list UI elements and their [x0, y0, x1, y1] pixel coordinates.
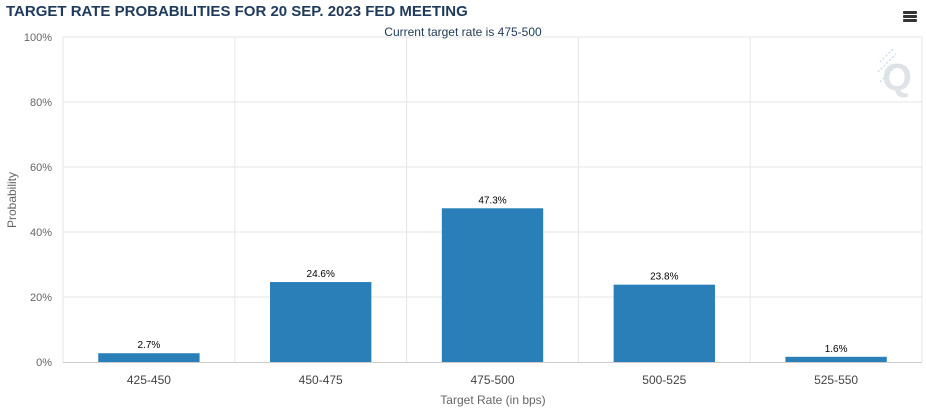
- x-tick-label: 475-500: [470, 373, 514, 387]
- chart-title: TARGET RATE PROBABILITIES FOR 20 SEP. 20…: [6, 3, 468, 20]
- x-tick-label: 500-525: [642, 373, 686, 387]
- bar-data-label: 24.6%: [307, 269, 335, 280]
- y-tick-label: 40%: [30, 227, 52, 239]
- y-tick-label: 20%: [30, 292, 52, 304]
- y-axis-title: Probability: [5, 172, 19, 228]
- y-tick-label: 80%: [30, 97, 52, 109]
- grid-lines: [62, 36, 923, 362]
- hamburger-menu-icon[interactable]: [901, 9, 919, 23]
- bar[interactable]: [785, 356, 887, 362]
- data-labels: 2.7% 24.6% 47.3% 23.8% 1.6%: [138, 195, 848, 355]
- x-tick-label: 425-450: [127, 373, 171, 387]
- x-axis-ticks: 425-450 450-475 475-500 500-525 525-550: [127, 373, 859, 387]
- x-axis-title: Target Rate (in bps): [440, 393, 545, 407]
- bar-data-label: 23.8%: [650, 272, 678, 283]
- y-tick-label: 60%: [30, 162, 52, 174]
- bar[interactable]: [441, 208, 544, 362]
- bar[interactable]: [270, 282, 372, 362]
- q-watermark-logo-icon: Q: [877, 47, 912, 99]
- bar-data-label: 47.3%: [478, 195, 506, 206]
- bar-data-label: 1.6%: [825, 344, 848, 355]
- bars: [98, 208, 887, 362]
- x-tick-label: 525-550: [814, 373, 858, 387]
- y-tick-label: 100%: [24, 32, 52, 44]
- bar[interactable]: [98, 353, 200, 362]
- y-axis-ticks: 0% 20% 40% 60% 80% 100%: [24, 32, 52, 369]
- bar[interactable]: [613, 284, 715, 362]
- bar-data-label: 2.7%: [138, 340, 161, 351]
- x-tick-label: 450-475: [299, 373, 343, 387]
- chart-subtitle: Current target rate is 475-500: [384, 25, 542, 39]
- y-tick-label: 0%: [36, 357, 52, 369]
